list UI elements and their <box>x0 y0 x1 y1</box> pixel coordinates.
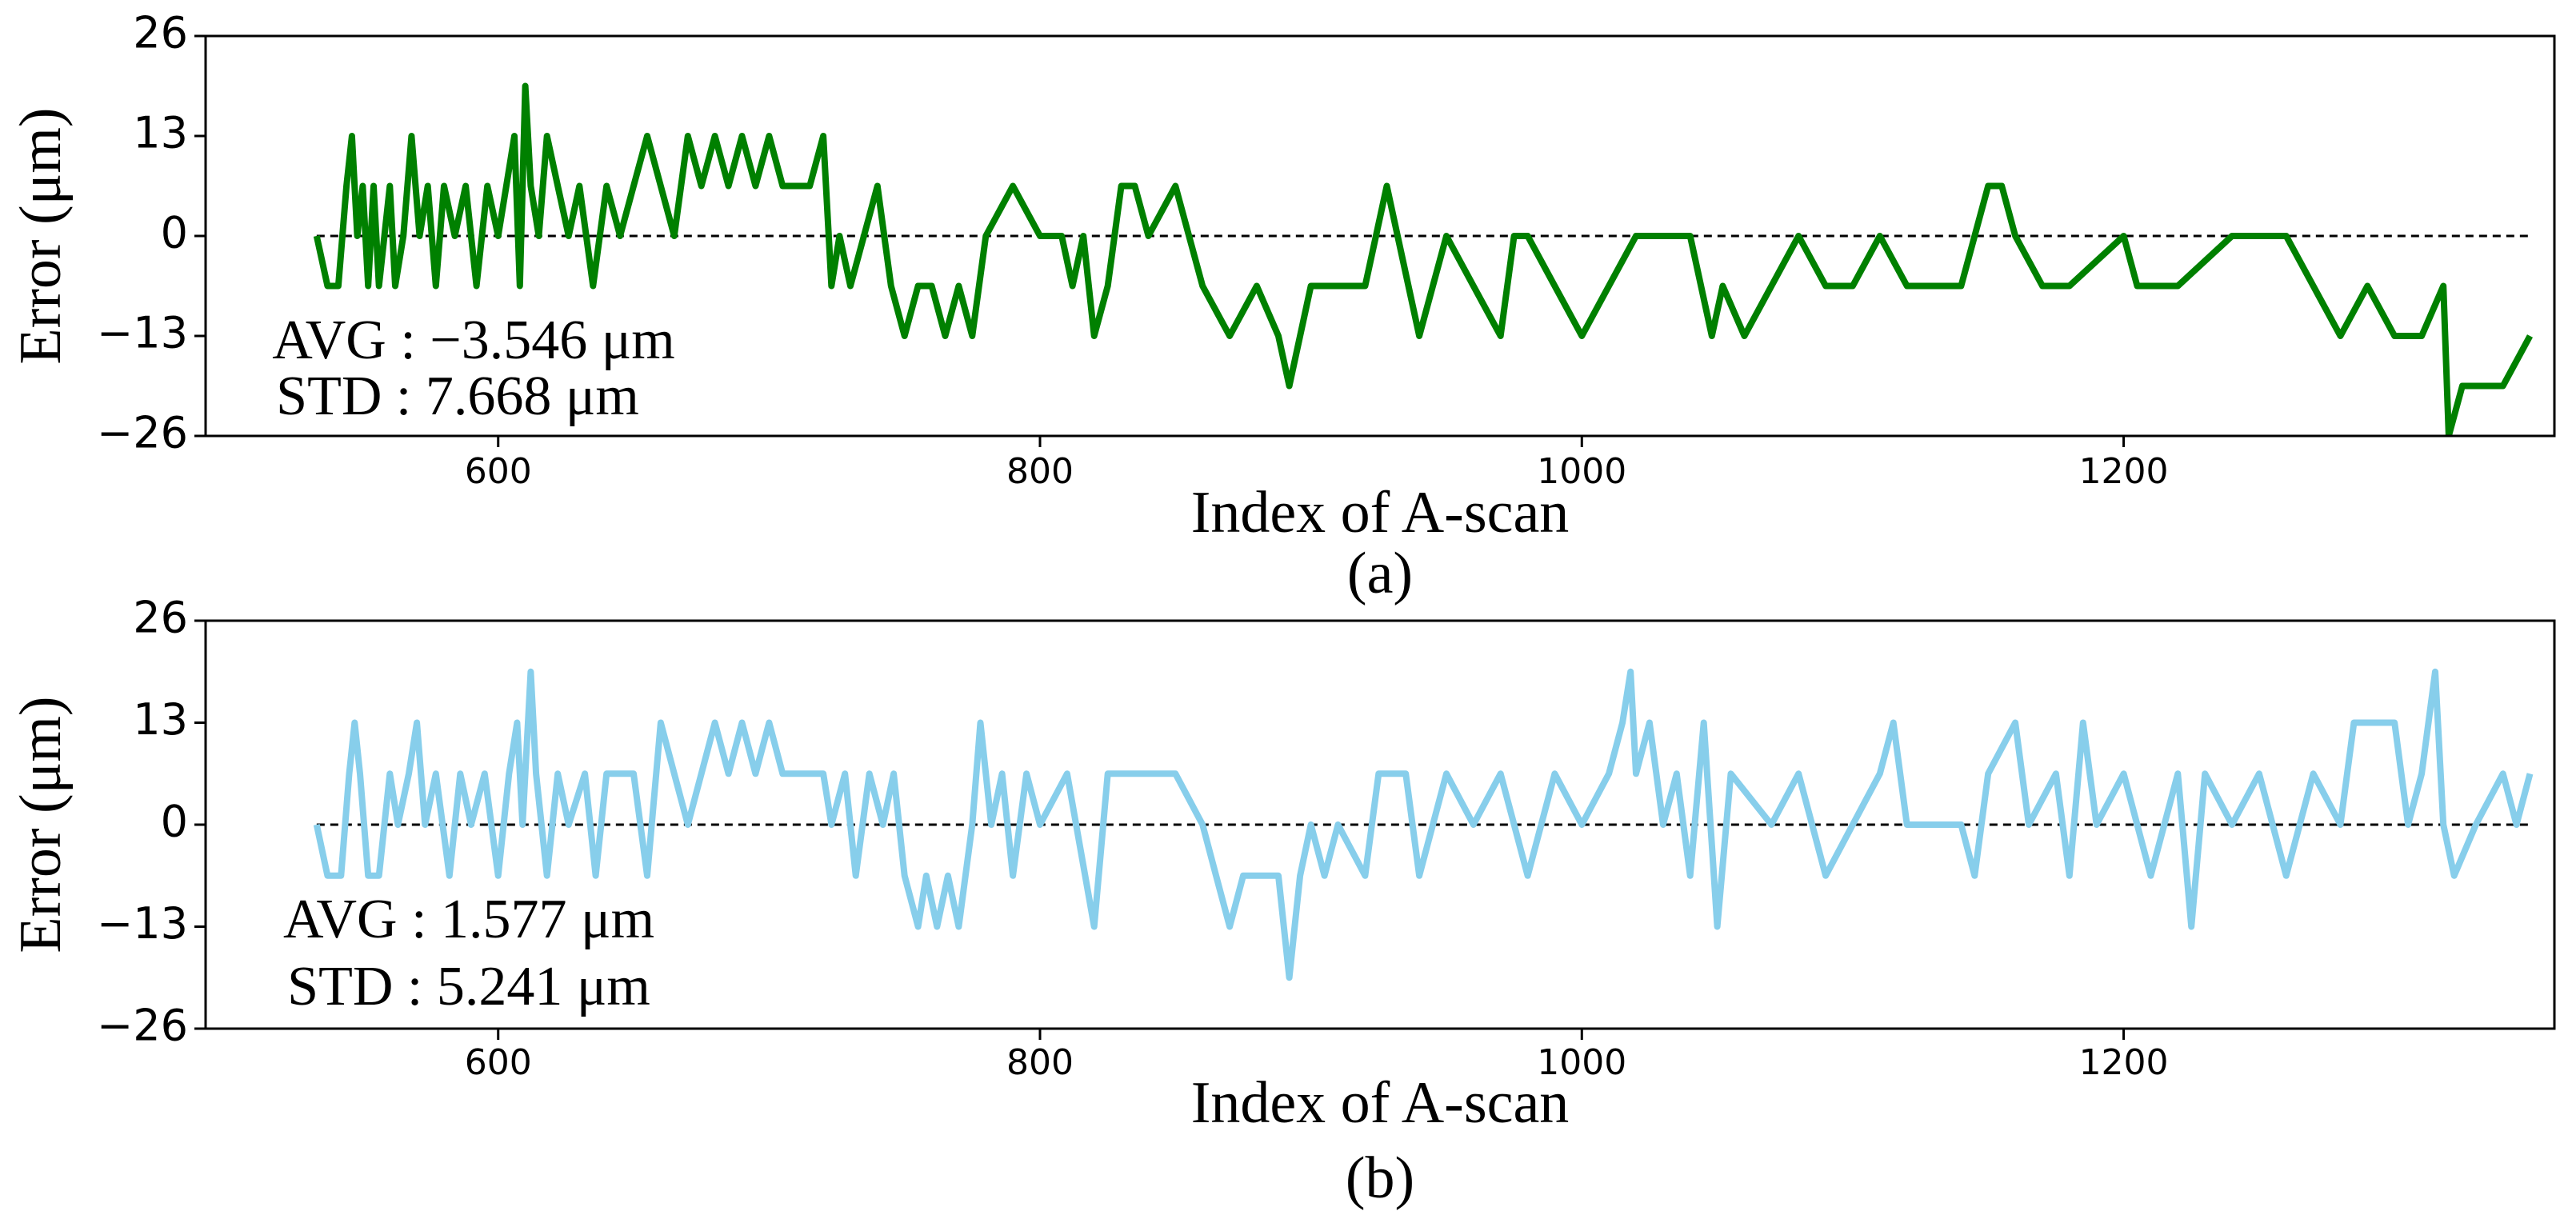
y-tick-label: −13 <box>97 898 188 949</box>
y-tick-label: 26 <box>133 8 188 58</box>
x-tick-label: 800 <box>1006 451 1074 492</box>
y-tick-label: −26 <box>97 408 188 458</box>
y-tick-label: 0 <box>161 797 188 847</box>
x-tick-label: 600 <box>465 1042 532 1083</box>
data-line <box>313 668 2534 981</box>
y-tick-label: −26 <box>97 1001 188 1051</box>
x-tick-label: 1000 <box>1537 1042 1626 1083</box>
x-tick-label: 600 <box>465 451 532 492</box>
y-tick-label: −13 <box>97 308 188 358</box>
annotation: STD : 5.241 μm <box>287 956 650 1017</box>
x-tick-label: 800 <box>1006 1042 1074 1083</box>
y-tick-label: 26 <box>133 593 188 643</box>
annotation: AVG : 1.577 μm <box>283 889 654 950</box>
annotation: AVG : −3.546 μm <box>272 310 675 371</box>
caption: (a) <box>1347 541 1413 606</box>
y-axis-label: Error (μm) <box>8 696 74 953</box>
x-axis-label: Index of A-scan <box>1191 1070 1570 1136</box>
annotation: STD : 7.668 μm <box>276 366 639 427</box>
x-tick-label: 1000 <box>1537 451 1626 492</box>
x-tick-label: 1200 <box>2079 1042 2169 1083</box>
caption: (b) <box>1346 1145 1414 1211</box>
y-tick-label: 13 <box>133 108 188 158</box>
data-line <box>313 82 2534 436</box>
y-axis-label: Error (μm) <box>8 107 74 364</box>
y-tick-label: 0 <box>161 208 188 258</box>
x-axis-label: Index of A-scan <box>1191 480 1570 546</box>
x-tick-label: 1200 <box>2079 451 2169 492</box>
y-tick-label: 13 <box>133 694 188 745</box>
